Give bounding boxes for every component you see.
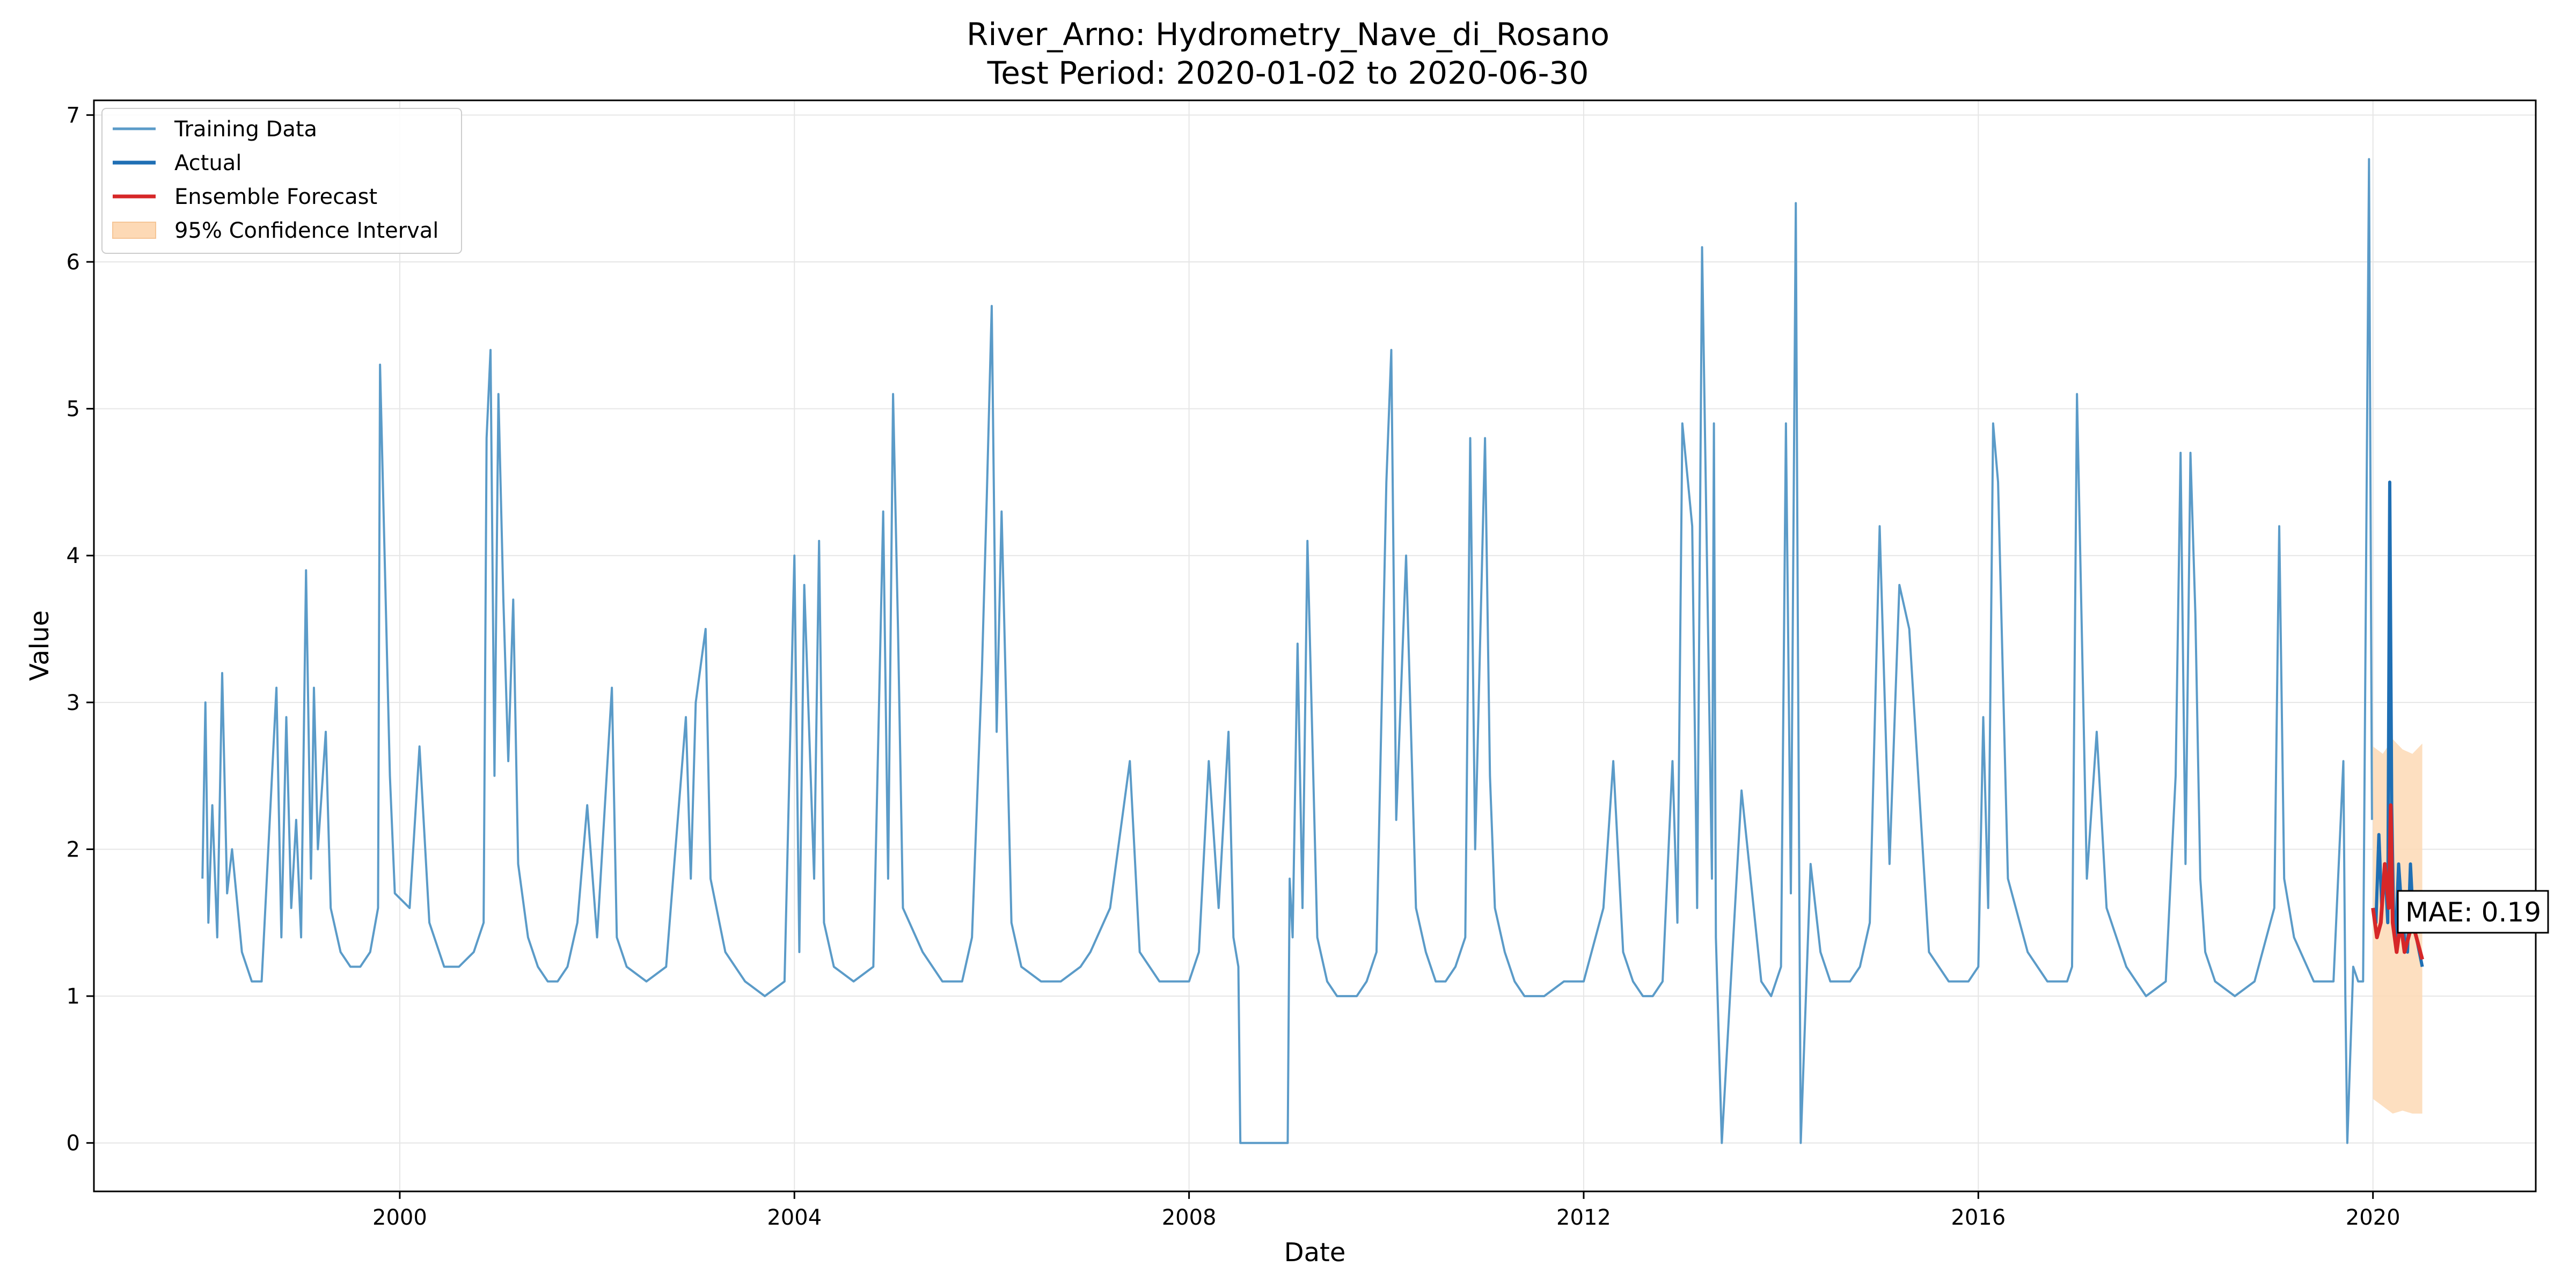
legend-box — [101, 108, 462, 254]
y-tick-label: 5 — [67, 397, 80, 422]
legend-label-forecast: Ensemble Forecast — [174, 185, 377, 209]
x-axis-label: Date — [1284, 1238, 1346, 1268]
legend-patch-confidence — [112, 222, 156, 239]
y-tick-label: 3 — [67, 691, 80, 715]
y-tick-label: 2 — [67, 837, 80, 862]
training-data-line — [201, 158, 2373, 1144]
x-tick-label: 2020 — [2346, 1205, 2401, 1230]
x-tick-label: 2008 — [1162, 1205, 1217, 1230]
chart-title: River_Arno: Hydrometry_Nave_di_Rosano — [967, 16, 1609, 53]
x-tick-label: 2012 — [1556, 1205, 1611, 1230]
grid — [94, 100, 2536, 1191]
x-tick-label: 2004 — [767, 1205, 822, 1230]
legend: Training Data Actual Ensemble Forecast 9… — [101, 108, 462, 254]
x-tick-label: 2000 — [372, 1205, 427, 1230]
y-tick-label: 0 — [67, 1131, 80, 1156]
y-tick-label: 6 — [67, 250, 80, 275]
y-tick-label: 1 — [67, 984, 80, 1009]
mae-text: MAE: 0.19 — [2405, 897, 2541, 928]
mae-box-border — [2397, 890, 2549, 934]
x-tick-label: 2016 — [1951, 1205, 2006, 1230]
legend-label-training: Training Data — [174, 117, 317, 142]
y-tick-label: 4 — [67, 544, 80, 568]
y-axis-label: Value — [25, 610, 55, 681]
chart-subtitle: Test Period: 2020-01-02 to 2020-06-30 — [987, 55, 1589, 91]
legend-label-confidence: 95% Confidence Interval — [174, 218, 438, 243]
y-axis-ticks: 0 1 2 3 4 5 6 7 — [67, 103, 94, 1156]
legend-label-actual: Actual — [174, 151, 241, 175]
y-tick-label: 7 — [67, 103, 80, 128]
plot-frame — [93, 99, 2537, 1192]
mae-annotation: MAE: 0.19 — [2397, 890, 2549, 934]
x-axis-ticks: 2000 2004 2008 2012 2016 2020 — [372, 1191, 2401, 1230]
